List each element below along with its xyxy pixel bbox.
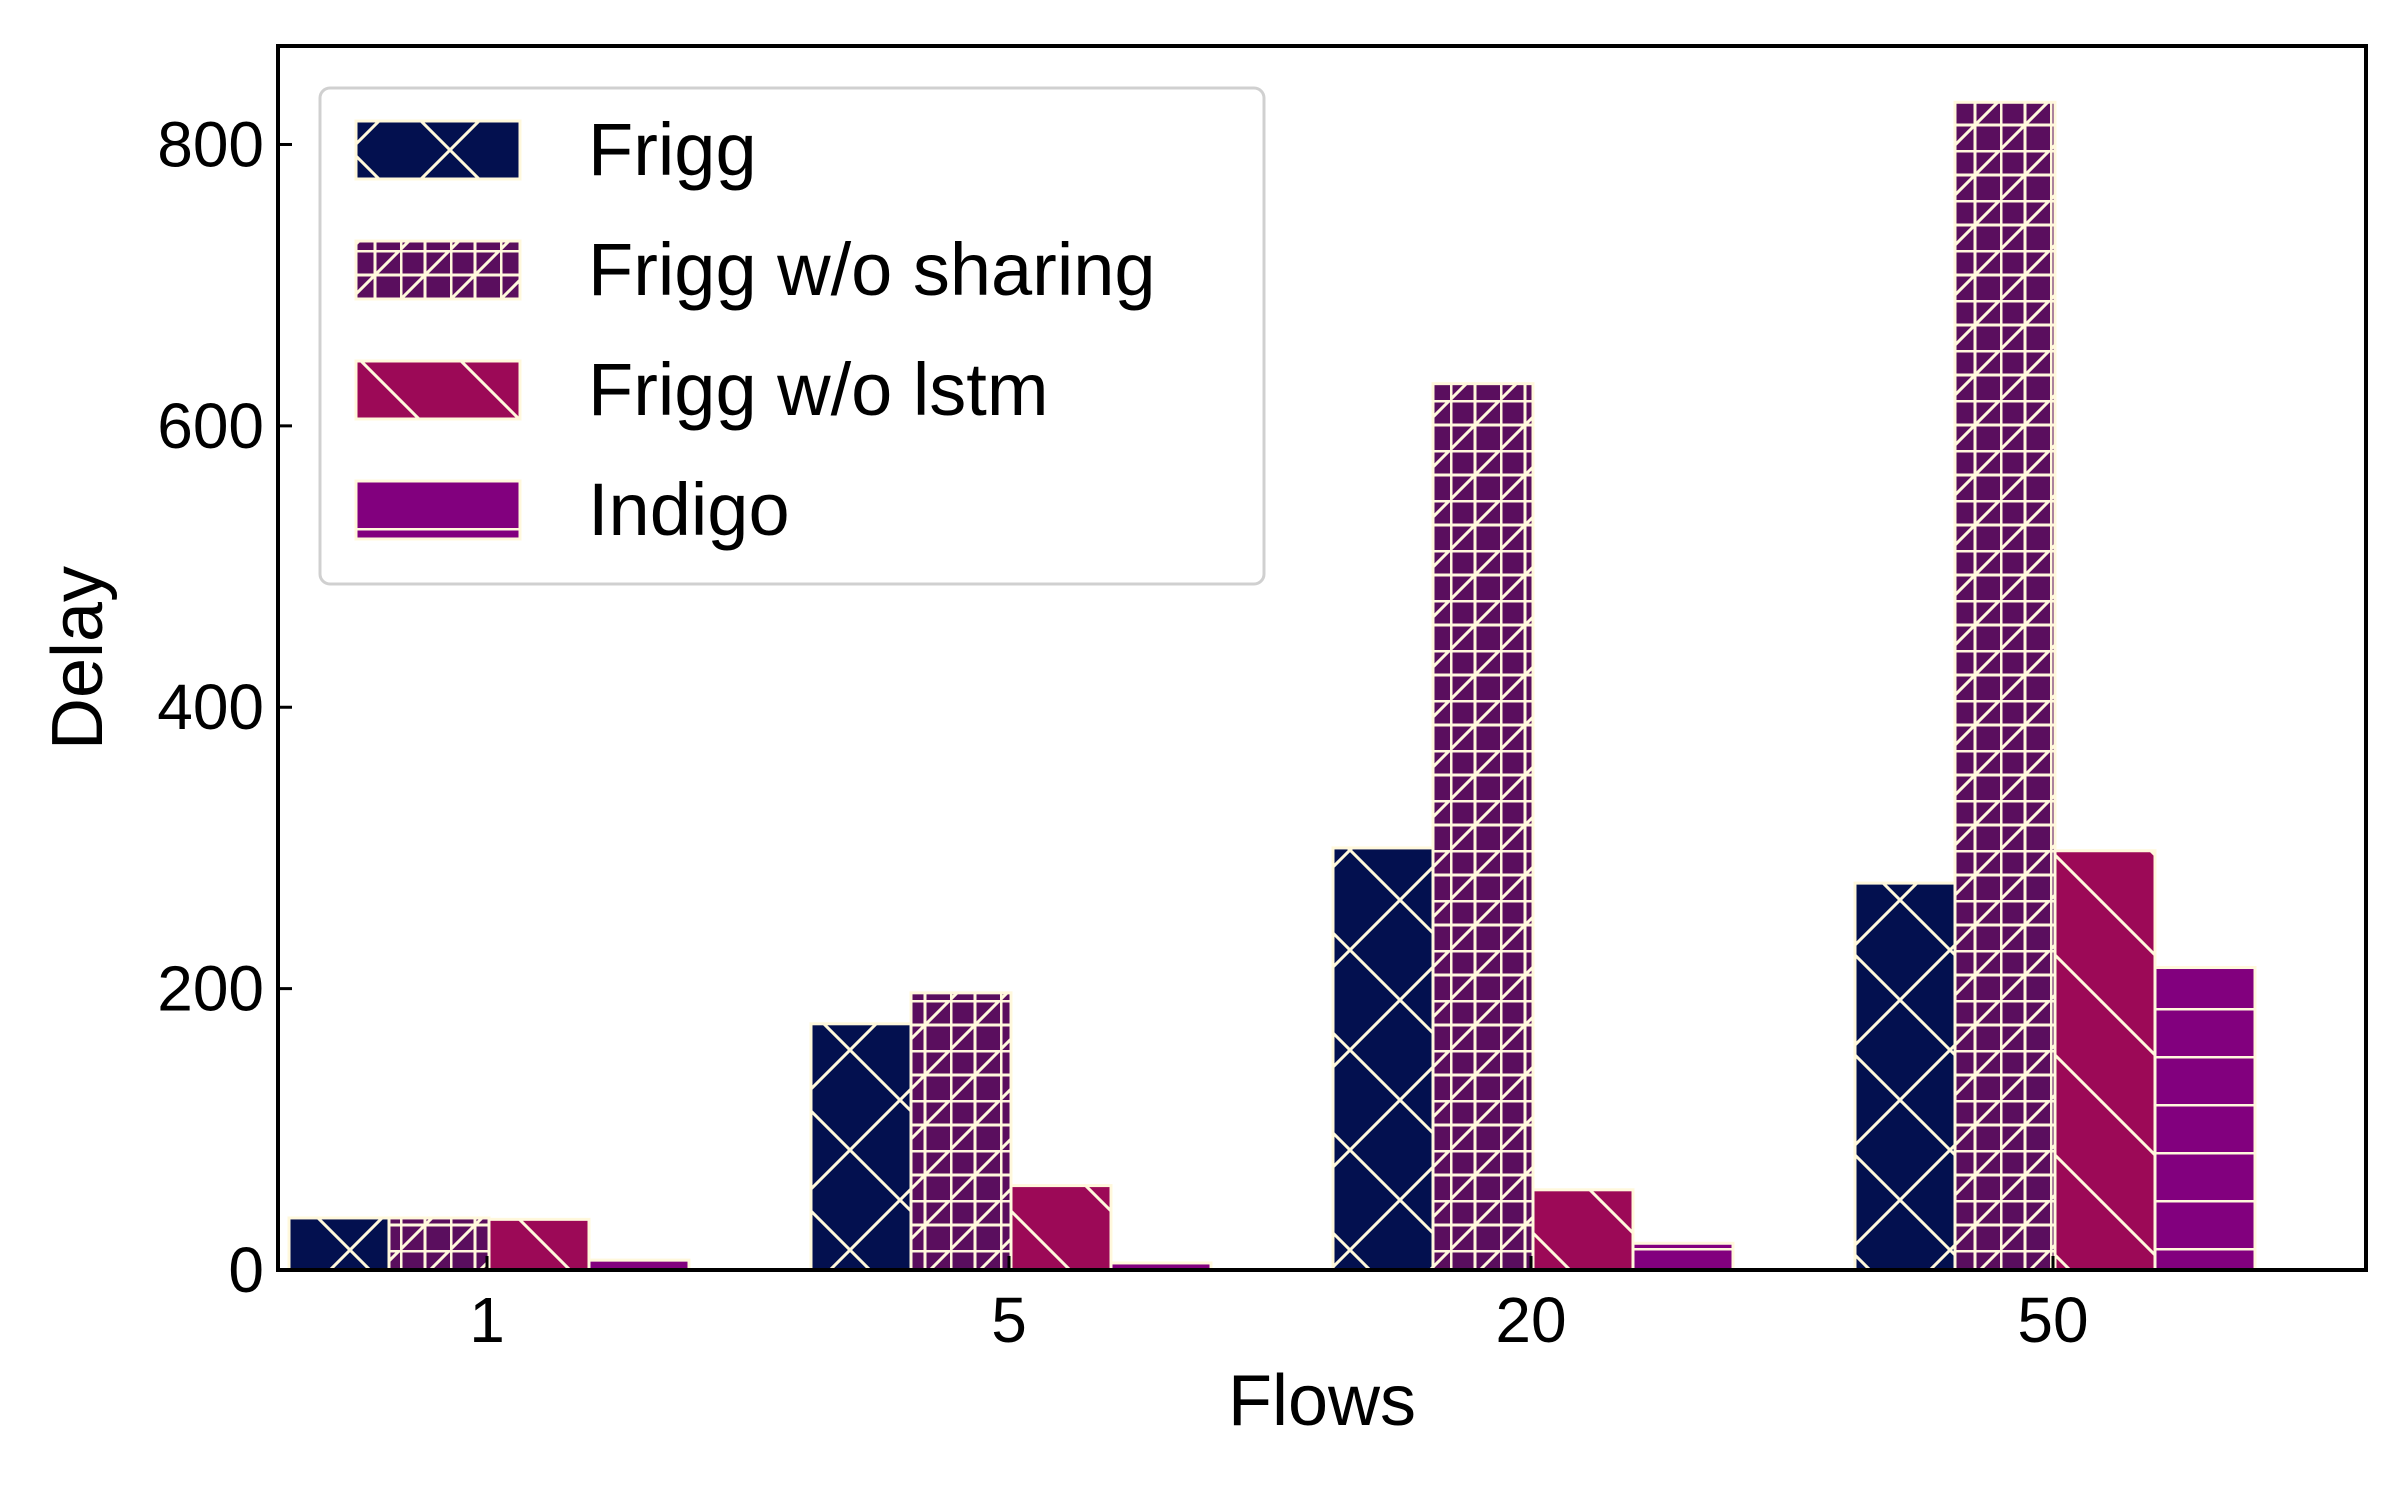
bar-frigg-flows-1	[287, 1216, 391, 1272]
legend-swatch-indigo	[354, 479, 522, 541]
y-tick-label: 800	[157, 108, 264, 180]
bar-indigo-flows-20	[1631, 1241, 1735, 1272]
y-tick-label: 400	[157, 671, 264, 743]
y-tick-label: 0	[228, 1234, 264, 1306]
bar-indigo-flows-50	[2153, 966, 2257, 1272]
legend-swatch-frigg-w-o-lstm	[354, 359, 522, 421]
y-tick-label: 600	[157, 390, 264, 462]
legend-label-frigg: Frigg	[588, 108, 757, 191]
y-axis-title: Delay	[38, 566, 118, 750]
legend-label-indigo: Indigo	[588, 468, 790, 551]
bar-frigg-flows-20	[1331, 846, 1435, 1272]
x-tick-label: 20	[1495, 1284, 1566, 1356]
x-axis-title: Flows	[1228, 1361, 1416, 1441]
bar-frigg-w-o-lstm-flows-5	[1009, 1184, 1113, 1272]
plot-frame	[276, 44, 2368, 1272]
legend-box	[318, 86, 1266, 586]
x-tick-label: 1	[469, 1284, 505, 1356]
bar-frigg-w-o-sharing-flows-1	[387, 1216, 491, 1272]
bar-frigg-w-o-lstm-flows-20	[1531, 1188, 1635, 1272]
legend-label-frigg-w-o-sharing: Frigg w/o sharing	[588, 228, 1156, 311]
legend-swatch-frigg-w-o-sharing	[354, 239, 522, 301]
bar-frigg-w-o-sharing-flows-20	[1431, 382, 1535, 1272]
bar-frigg-flows-50	[1853, 881, 1957, 1272]
bar-frigg-w-o-lstm-flows-50	[2053, 849, 2157, 1272]
bar-frigg-flows-5	[809, 1022, 913, 1272]
ticks-layer: 1 5 20 50 0 200 400 600 800	[157, 108, 2088, 1356]
bar-frigg-w-o-sharing-flows-5	[909, 991, 1013, 1272]
legend-swatch-frigg	[354, 119, 522, 181]
legend: Frigg Frigg w/o sharing Frigg w/o lstm Indi…	[318, 86, 1266, 586]
x-tick-label: 5	[991, 1284, 1027, 1356]
legend-label-frigg-w-o-lstm: Frigg w/o lstm	[588, 348, 1049, 431]
y-tick-label: 200	[157, 953, 264, 1025]
x-tick-label: 50	[2017, 1284, 2088, 1356]
bar-frigg-w-o-sharing-flows-50	[1953, 100, 2057, 1272]
bar-frigg-w-o-lstm-flows-1	[487, 1217, 591, 1272]
bars-layer	[287, 100, 2257, 1272]
